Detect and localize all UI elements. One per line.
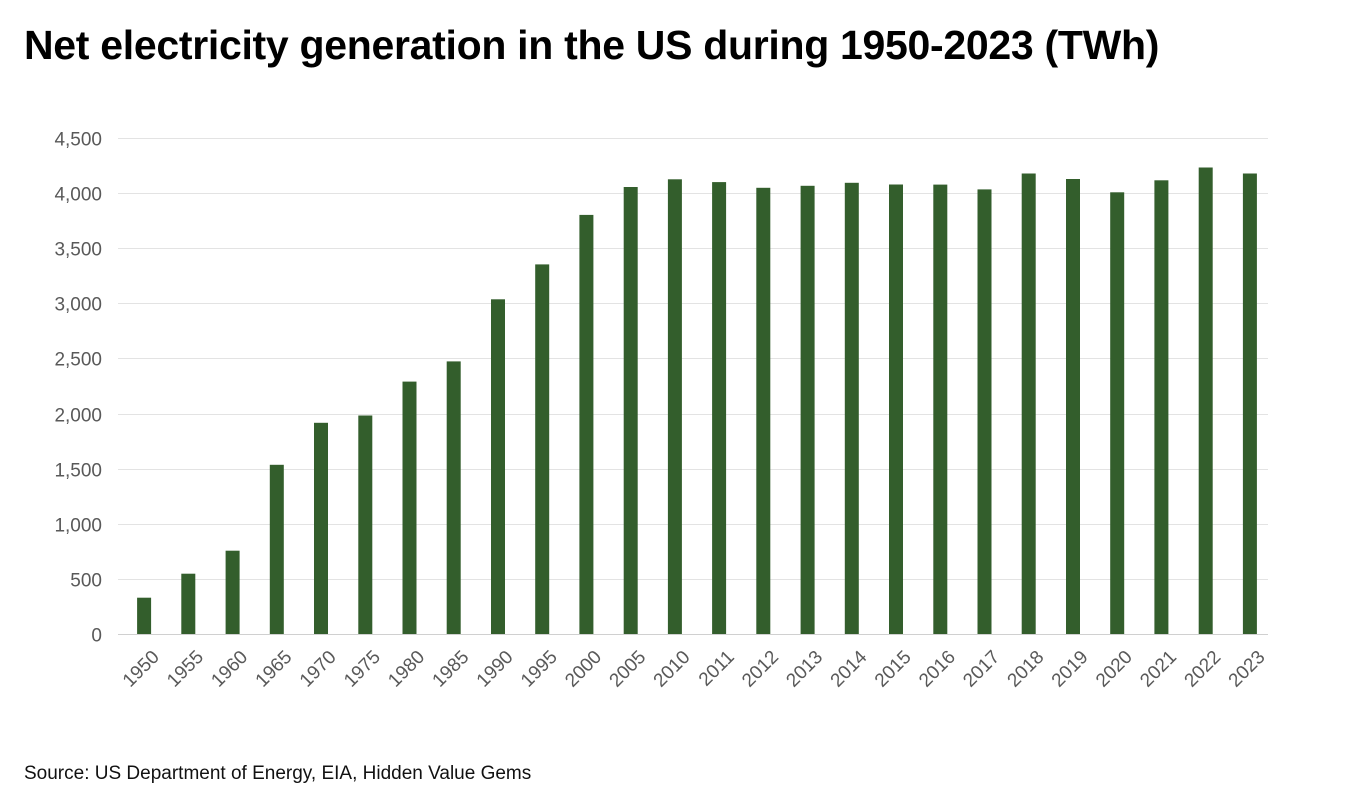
x-tick-label: 1950 (119, 647, 164, 692)
y-tick-label: 3,500 (54, 240, 102, 261)
y-tick-label: 4,500 (54, 130, 102, 151)
bar-2017 (977, 189, 992, 634)
x-tick-label: 2013 (782, 647, 827, 692)
chart-title: Net electricity generation in the US dur… (24, 22, 1160, 68)
y-tick-label: 2,000 (54, 406, 102, 427)
x-tick-label: 2017 (959, 647, 1004, 692)
y-axis: 0 500 1,000 1,500 2,000 2,500 3,000 3,500 4,000 4… (54, 130, 102, 647)
bar-2016 (933, 184, 948, 634)
bar-2018 (1021, 173, 1036, 634)
bar-2019 (1066, 179, 1080, 634)
y-tick-label: 2,500 (54, 350, 102, 371)
x-axis: 1950 1955 1960 1965 1970 1975 1980 1985 1990 1995… (119, 646, 1270, 691)
bar-1965 (269, 464, 284, 634)
bars (137, 167, 1257, 635)
x-tick-label: 2020 (1092, 647, 1137, 692)
x-tick-label: 2023 (1225, 647, 1270, 692)
bar-1960 (225, 550, 240, 634)
bar-2014 (844, 182, 859, 635)
x-tick-label: 2021 (1136, 647, 1181, 692)
bar-1975 (358, 415, 373, 634)
bar-chart: 0 500 1,000 1,500 2,000 2,500 3,000 3,500 4,000 4… (54, 130, 1270, 692)
y-tick-label: 1,000 (54, 516, 102, 537)
bar-2005 (623, 187, 638, 634)
x-tick-label: 2012 (738, 647, 783, 692)
x-tick-label: 2011 (695, 647, 739, 691)
bar-2015 (889, 184, 903, 634)
x-tick-label: 1970 (296, 647, 341, 692)
bar-2000 (579, 214, 594, 634)
bar-2021 (1154, 180, 1169, 635)
bar-1980 (402, 381, 417, 634)
y-tick-label: 0 (91, 626, 102, 647)
x-tick-label: 2015 (871, 647, 916, 692)
x-tick-label: 1955 (163, 647, 208, 692)
x-tick-label: 2022 (1181, 647, 1226, 692)
bar-1970 (314, 422, 328, 634)
bar-1950 (137, 597, 152, 634)
x-tick-label: 1985 (429, 647, 474, 692)
y-tick-label: 500 (70, 571, 102, 592)
bar-2022 (1198, 167, 1213, 634)
gridlines (118, 138, 1268, 635)
x-tick-label: 1980 (384, 647, 429, 692)
bar-1985 (446, 361, 461, 634)
bar-1990 (491, 299, 505, 634)
x-tick-label: 1960 (207, 647, 252, 692)
bar-2012 (756, 187, 771, 635)
y-tick-label: 4,000 (54, 185, 102, 206)
bar-1955 (181, 573, 196, 634)
x-tick-label: 2014 (827, 646, 872, 691)
x-tick-label: 1975 (340, 647, 385, 692)
x-tick-label: 2010 (650, 647, 695, 692)
bar-2013 (800, 185, 815, 635)
bar-2011 (712, 182, 727, 634)
bar-1995 (535, 264, 550, 634)
x-tick-label: 2018 (1004, 647, 1049, 692)
y-tick-label: 3,000 (54, 295, 102, 316)
bar-2023 (1242, 173, 1257, 634)
x-tick-label: 2016 (915, 647, 960, 692)
x-tick-label: 2000 (561, 647, 606, 692)
bar-2010 (667, 179, 682, 635)
x-tick-label: 1965 (252, 647, 297, 692)
bar-2020 (1110, 192, 1125, 635)
x-tick-label: 1995 (517, 647, 562, 692)
y-tick-label: 1,500 (54, 461, 102, 482)
x-tick-label: 2005 (606, 647, 651, 692)
x-tick-label: 2019 (1048, 647, 1093, 692)
source-note: Source: US Department of Energy, EIA, Hi… (24, 763, 532, 784)
x-tick-label: 1990 (473, 647, 518, 692)
